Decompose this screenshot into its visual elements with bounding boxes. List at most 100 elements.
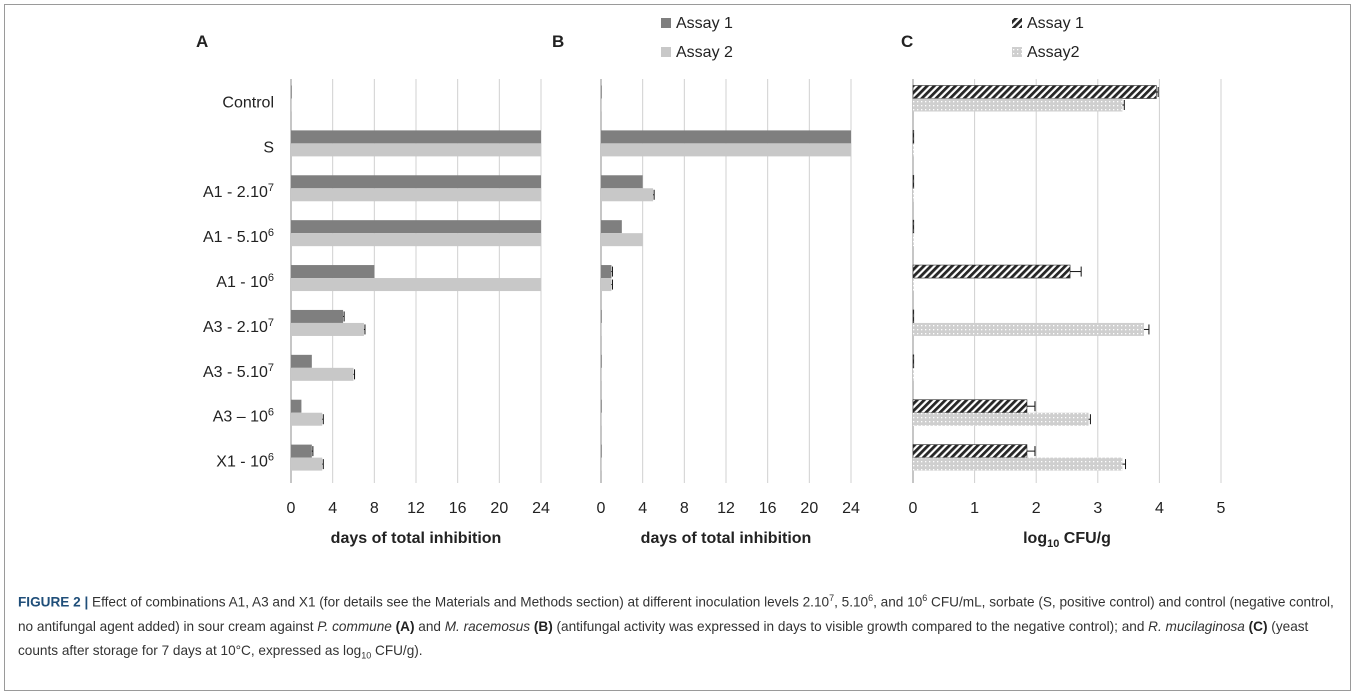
bar bbox=[601, 220, 622, 234]
bar bbox=[913, 367, 914, 381]
x-tick-label: 8 bbox=[370, 500, 379, 517]
bar bbox=[913, 457, 1123, 471]
x-tick-label: 1 bbox=[970, 500, 979, 517]
category-label: A1 - 5.106 bbox=[203, 227, 274, 246]
x-tick-label: 2 bbox=[1032, 500, 1041, 517]
bar bbox=[601, 412, 602, 426]
x-tick-label: 20 bbox=[490, 500, 508, 517]
caption-sup: 6 bbox=[922, 593, 928, 603]
caption-text: (yeast counts after storage for 7 days a… bbox=[18, 618, 1309, 658]
x-tick-label: 4 bbox=[1155, 500, 1164, 517]
bar bbox=[913, 322, 1144, 336]
bar bbox=[913, 412, 1089, 426]
x-tick-label: 0 bbox=[287, 500, 296, 517]
bar bbox=[601, 322, 602, 336]
figure-chart: Control S A1 - 2.107 A1 - 5.106 A1 - 106 A3 -… bbox=[196, 15, 1226, 550]
caption-panel-ref: (A) bbox=[391, 618, 415, 634]
caption-panel-ref: (C) bbox=[1244, 618, 1268, 634]
bar bbox=[912, 354, 915, 369]
bar bbox=[913, 233, 914, 247]
bar bbox=[913, 98, 1123, 112]
x-tick-label: 16 bbox=[759, 500, 777, 517]
bar bbox=[291, 188, 541, 202]
x-tick-label: 0 bbox=[597, 500, 606, 517]
caption-text: CFU/g). bbox=[371, 642, 423, 658]
bar bbox=[291, 175, 541, 189]
bar bbox=[601, 265, 612, 279]
bar bbox=[291, 322, 364, 336]
bar bbox=[601, 188, 654, 202]
x-tick-label: 5 bbox=[1217, 500, 1226, 517]
bar bbox=[291, 354, 312, 368]
bar bbox=[291, 399, 302, 413]
x-axis-label: log10 CFU/g bbox=[1023, 530, 1111, 550]
panel-letter: C bbox=[901, 32, 913, 51]
legend-swatch bbox=[661, 18, 671, 28]
bar bbox=[291, 444, 312, 458]
panel-letter: A bbox=[196, 32, 208, 51]
bar bbox=[601, 175, 643, 189]
category-label: Control bbox=[222, 94, 274, 111]
category-label: X1 - 106 bbox=[216, 452, 274, 471]
caption-text: , and 10 bbox=[873, 594, 923, 610]
legend-label: Assay 1 bbox=[676, 15, 733, 32]
caption-sup: 6 bbox=[868, 593, 874, 603]
bar bbox=[913, 278, 914, 292]
bar bbox=[601, 85, 602, 99]
category-label: A1 - 2.107 bbox=[203, 182, 274, 201]
caption-sub: 10 bbox=[361, 650, 372, 661]
caption-text: , 5.10 bbox=[834, 594, 869, 610]
bar bbox=[913, 188, 914, 202]
bar bbox=[291, 98, 292, 112]
legend-label: Assay2 bbox=[1027, 44, 1080, 61]
x-tick-label: 24 bbox=[532, 500, 550, 517]
bar bbox=[601, 143, 851, 157]
bar bbox=[601, 98, 602, 112]
x-tick-label: 4 bbox=[328, 500, 337, 517]
x-tick-label: 4 bbox=[638, 500, 647, 517]
category-label: S bbox=[263, 139, 274, 156]
x-axis-label: days of total inhibition bbox=[331, 530, 502, 547]
bar bbox=[912, 219, 915, 234]
bar bbox=[291, 233, 541, 247]
bar bbox=[601, 233, 643, 247]
bar bbox=[291, 265, 375, 279]
legend-label: Assay 1 bbox=[1027, 15, 1084, 32]
bar bbox=[913, 143, 914, 157]
x-tick-label: 24 bbox=[842, 500, 860, 517]
caption-species: P. commune bbox=[317, 618, 392, 634]
caption-text: and bbox=[414, 618, 445, 634]
bar bbox=[291, 367, 354, 381]
bar bbox=[912, 130, 915, 144]
category-label: A3 - 2.107 bbox=[203, 317, 274, 336]
bar bbox=[601, 457, 602, 471]
bar bbox=[601, 278, 612, 292]
bar bbox=[912, 85, 1157, 99]
bar bbox=[291, 412, 323, 426]
bar bbox=[601, 399, 602, 413]
panel-letter: B bbox=[552, 32, 564, 51]
category-label: A1 - 106 bbox=[216, 272, 274, 291]
x-tick-label: 16 bbox=[449, 500, 467, 517]
caption-label: FIGURE 2 | bbox=[18, 594, 89, 610]
bar bbox=[601, 309, 602, 323]
x-tick-label: 12 bbox=[717, 500, 735, 517]
bar bbox=[601, 130, 851, 144]
caption-panel-ref: (B) bbox=[530, 618, 553, 634]
x-tick-label: 0 bbox=[909, 500, 918, 517]
caption-sup: 7 bbox=[829, 593, 835, 603]
figure-frame bbox=[4, 4, 1351, 691]
category-label: A3 - 5.107 bbox=[203, 362, 274, 381]
bar bbox=[291, 85, 292, 99]
bar bbox=[291, 278, 541, 292]
bar bbox=[291, 143, 541, 157]
bar bbox=[601, 354, 602, 368]
caption-text: (antifungal activity was expressed in da… bbox=[552, 618, 1149, 634]
x-axis-label: days of total inhibition bbox=[641, 530, 812, 547]
x-tick-label: 3 bbox=[1093, 500, 1102, 517]
bar bbox=[912, 174, 915, 189]
legend-label: Assay 2 bbox=[676, 44, 733, 61]
bar bbox=[291, 130, 541, 144]
bar bbox=[601, 367, 602, 381]
bar bbox=[291, 457, 323, 471]
